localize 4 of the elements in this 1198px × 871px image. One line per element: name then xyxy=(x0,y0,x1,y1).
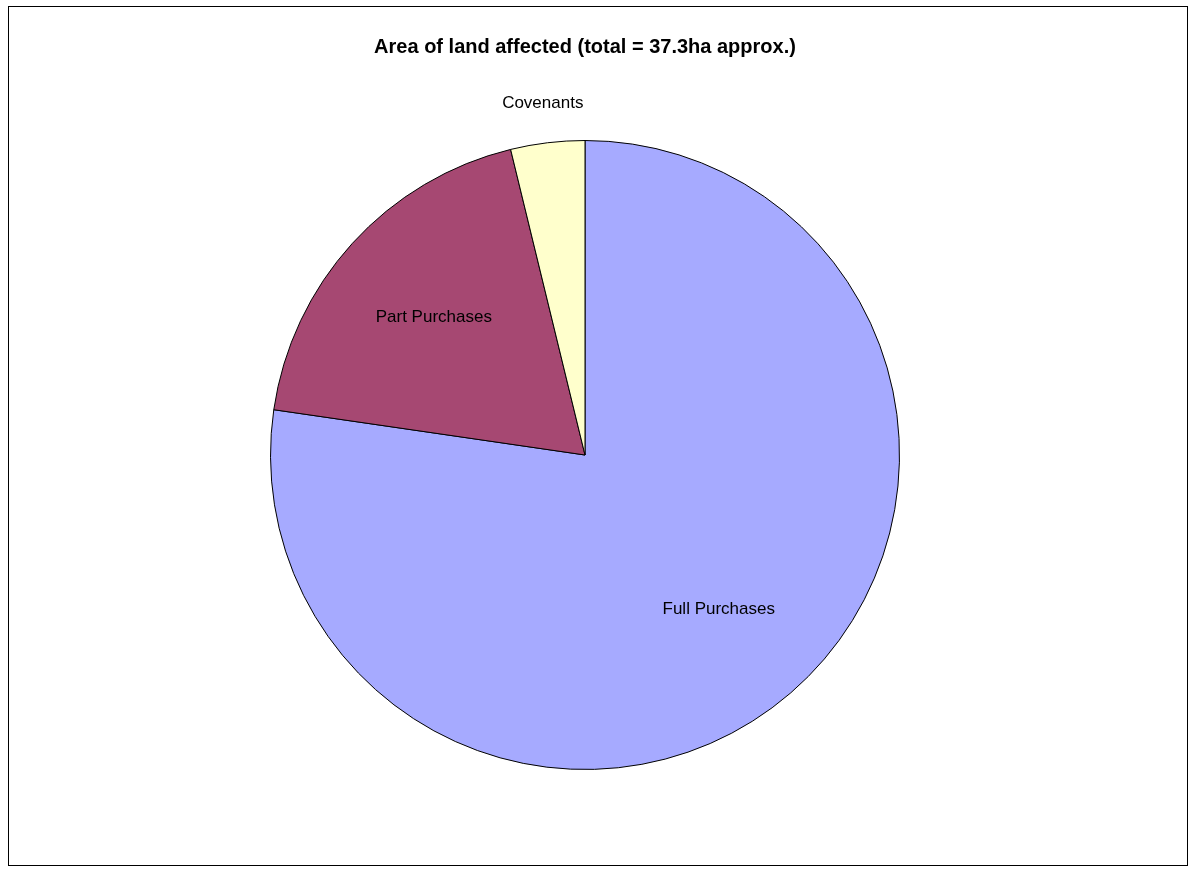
slice-label: Covenants xyxy=(502,92,584,112)
slice-label: Full Purchases xyxy=(662,599,775,619)
slice-label: Part Purchases xyxy=(375,307,492,327)
chart-title: Area of land affected (total = 37.3ha approx.) xyxy=(374,34,796,57)
